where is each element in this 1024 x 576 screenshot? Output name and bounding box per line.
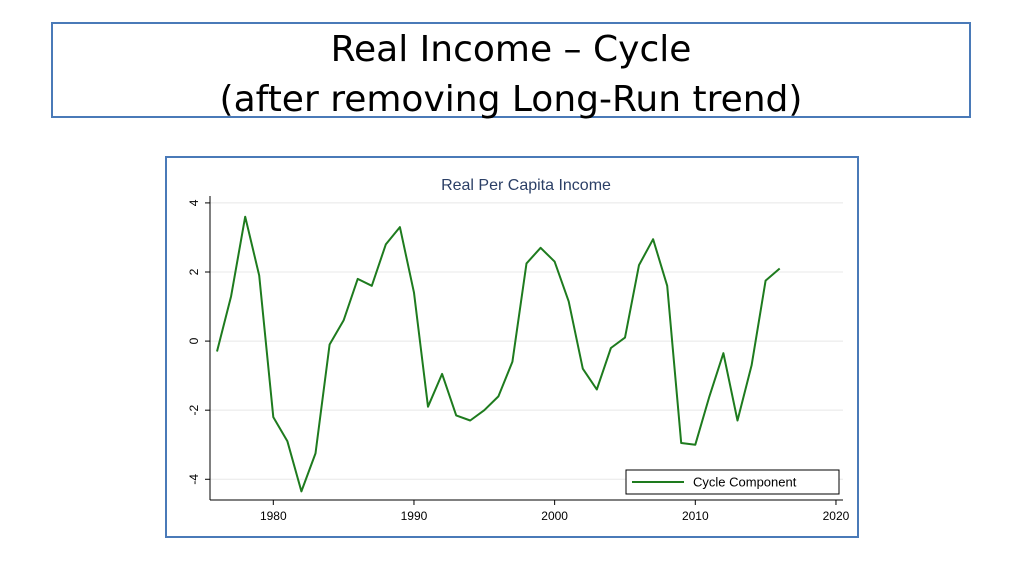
chart-frame: Real Per Capita Income 4 2 0 -2 -4 1980 1990 20… [165,156,859,538]
y-tick-label: 4 [187,199,201,206]
y-tick-label: -2 [187,405,201,416]
y-tick-label: -4 [187,474,201,485]
legend-label: Cycle Component [693,475,797,490]
x-tick-label: 2010 [682,509,709,523]
cycle-chart: Real Per Capita Income 4 2 0 -2 -4 1980 1990 20… [187,177,850,523]
y-tick-label: 0 [187,337,201,344]
slide-title-box: Real Income – Cycle (after removing Long… [51,22,971,120]
x-tick-label: 2020 [823,509,850,523]
slide-subtitle: (after removing Long-Run trend) [219,79,803,120]
slide-title: Real Income – Cycle [330,29,692,70]
x-tick-label: 1990 [401,509,428,523]
series-line [216,215,781,493]
x-tick-label: 2000 [541,509,568,523]
y-tick-label: 2 [187,268,201,275]
chart-title: Real Per Capita Income [441,177,611,194]
x-tick-label: 1980 [260,509,287,523]
